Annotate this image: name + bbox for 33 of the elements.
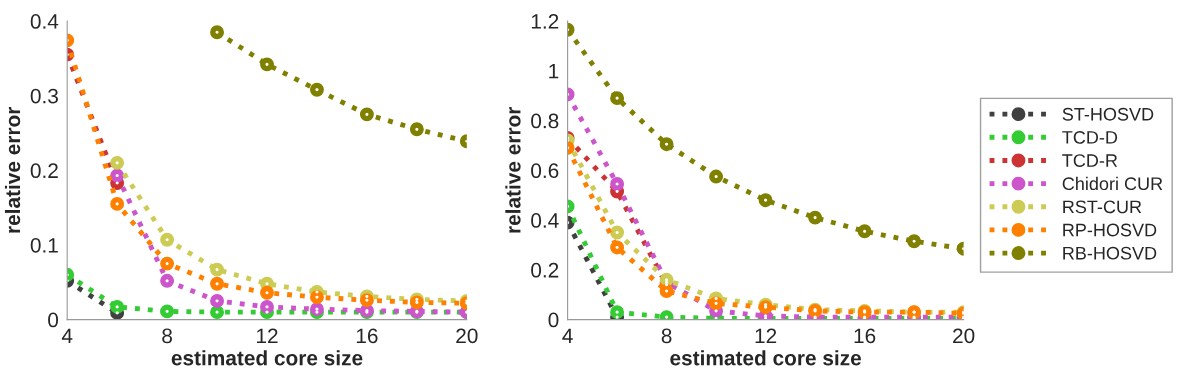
y-tick-label: 0 [48, 312, 59, 328]
legend-label: RST-CUR [1063, 200, 1142, 214]
x-axis-title: estimated core size [171, 350, 363, 366]
y-tick-label: 0.2 [30, 163, 58, 179]
y-axis-title: relative error [4, 106, 21, 233]
y-tick-label: 0 [548, 312, 559, 328]
legend-label: Chidori CUR [1062, 176, 1163, 191]
y-tick-label: 0.4 [30, 14, 59, 29]
x-tick-label: 8 [162, 328, 172, 344]
y-tick-label: 0.8 [531, 113, 559, 129]
y-tick-label: 0.2 [531, 262, 559, 278]
x-tick-label: 12 [755, 328, 777, 344]
x-tick-label: 20 [953, 328, 975, 344]
y-tick-label: 1.2 [531, 14, 559, 29]
x-tick-label: 16 [854, 328, 876, 344]
legend-label: TCD-R [1062, 154, 1118, 167]
y-tick-label: 0.4 [531, 213, 559, 228]
legend-label: RB-HOSVD [1063, 246, 1157, 260]
legend-label: TCD-D [1062, 131, 1118, 144]
legend-label: ST-HOSVD [1062, 107, 1154, 121]
x-axis-title: estimated core size [670, 350, 862, 366]
y-tick-label: 0.6 [531, 163, 559, 179]
y-axis-title: relative error [505, 106, 521, 233]
y-tick-label: 1 [549, 64, 559, 79]
x-tick-label: 16 [356, 328, 378, 344]
x-tick-label: 12 [257, 328, 278, 344]
y-tick-label: 0.1 [30, 237, 58, 253]
x-tick-label: 4 [61, 328, 73, 344]
legend-label: RP-HOSVD [1063, 223, 1157, 237]
x-tick-label: 4 [562, 328, 573, 344]
x-tick-label: 8 [661, 328, 672, 344]
y-tick-label: 0.3 [30, 88, 58, 104]
x-tick-label: 20 [456, 328, 478, 344]
